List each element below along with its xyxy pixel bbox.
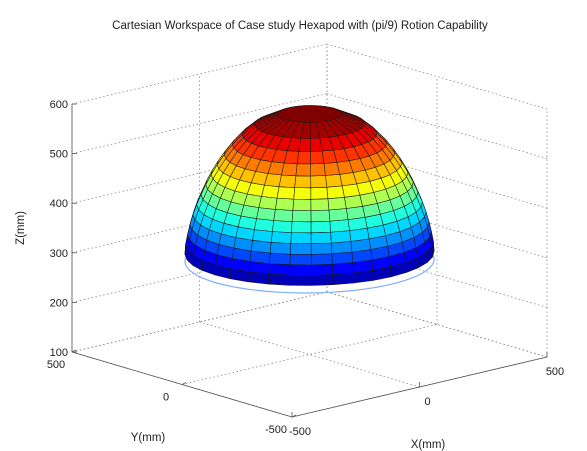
- z-tick-label: 600: [50, 99, 68, 111]
- z-tick-label: 300: [50, 248, 68, 260]
- surface-face: [332, 262, 354, 275]
- surface-face: [269, 242, 292, 255]
- y-axis-label: Y(mm): [131, 432, 166, 444]
- surface-face: [331, 251, 354, 265]
- z-tick-label: 400: [50, 198, 68, 210]
- surface-face: [264, 173, 282, 188]
- surface-face: [291, 221, 312, 234]
- surface-face: [289, 264, 312, 276]
- x-tick-label: 0: [424, 396, 430, 408]
- surface-face: [310, 253, 333, 266]
- x-axis-label: X(mm): [411, 439, 446, 451]
- tick-labels: 100 200 300 400 500 600 -500 0 500 -500 0 500: [47, 99, 564, 438]
- surface-face: [254, 218, 275, 232]
- surface-face: [289, 274, 312, 286]
- surface-face: [295, 163, 311, 177]
- surface-face: [273, 209, 294, 222]
- surface-face: [289, 253, 312, 266]
- z-tick-label: 200: [50, 297, 68, 309]
- surface-face: [261, 184, 280, 199]
- y-tick-label: -500: [265, 424, 287, 436]
- surface-face: [325, 174, 343, 188]
- surface-face: [268, 273, 290, 286]
- surface-face: [258, 196, 278, 210]
- surface-face: [323, 162, 341, 176]
- z-axis-label: Z(mm): [15, 211, 27, 245]
- y-tick: [71, 349, 77, 353]
- y-tick-label: 500: [47, 359, 65, 371]
- surface-face: [278, 174, 297, 188]
- surface-face: [294, 175, 312, 189]
- grid-line: [199, 321, 420, 388]
- surface-face: [310, 137, 323, 152]
- surface-face: [281, 162, 298, 177]
- surface-face: [252, 229, 273, 243]
- surface-face: [329, 219, 350, 233]
- surface-face: [293, 187, 312, 200]
- grid-line: [181, 324, 438, 385]
- surface-face: [327, 197, 347, 211]
- surface-face: [310, 175, 328, 189]
- surface-face: [310, 274, 334, 286]
- surface-face: [269, 252, 291, 265]
- surface-cap: [277, 105, 342, 123]
- surface-face: [290, 232, 312, 244]
- surface-face: [310, 242, 333, 255]
- surface-face: [310, 150, 325, 165]
- z-tick-label: 100: [50, 347, 68, 359]
- surface-face: [341, 183, 361, 198]
- surface-face: [310, 186, 329, 200]
- z-tick-label: 500: [50, 149, 68, 161]
- surface-face: [331, 241, 353, 254]
- surface-face: [330, 230, 352, 244]
- surface-face: [310, 163, 326, 177]
- surface-face: [310, 220, 331, 234]
- y-tick-label: 0: [163, 392, 169, 404]
- y-tick: [291, 414, 297, 418]
- surface-face: [292, 198, 312, 211]
- y-tick: [181, 382, 187, 385]
- surface-face: [298, 137, 311, 152]
- x-tick-label: -500: [289, 426, 311, 438]
- surface-plot: [184, 105, 435, 294]
- surface-face: [290, 243, 312, 255]
- surface-face: [256, 207, 276, 221]
- surface-face: [296, 151, 311, 165]
- surface-face: [328, 208, 349, 222]
- surface-face: [275, 197, 295, 211]
- surface-face: [270, 231, 292, 244]
- surface-face: [310, 209, 331, 223]
- surface-face: [310, 198, 330, 211]
- surface-face: [268, 263, 291, 276]
- surface-face: [272, 220, 293, 233]
- surface-face: [310, 231, 332, 244]
- chart-title: Cartesian Workspace of Case study Hexapo…: [112, 20, 488, 32]
- surface-face: [291, 210, 312, 223]
- surface-face: [326, 185, 345, 199]
- surface-face: [276, 186, 295, 200]
- x-tick-label: 500: [546, 366, 564, 378]
- surface-face: [310, 263, 333, 276]
